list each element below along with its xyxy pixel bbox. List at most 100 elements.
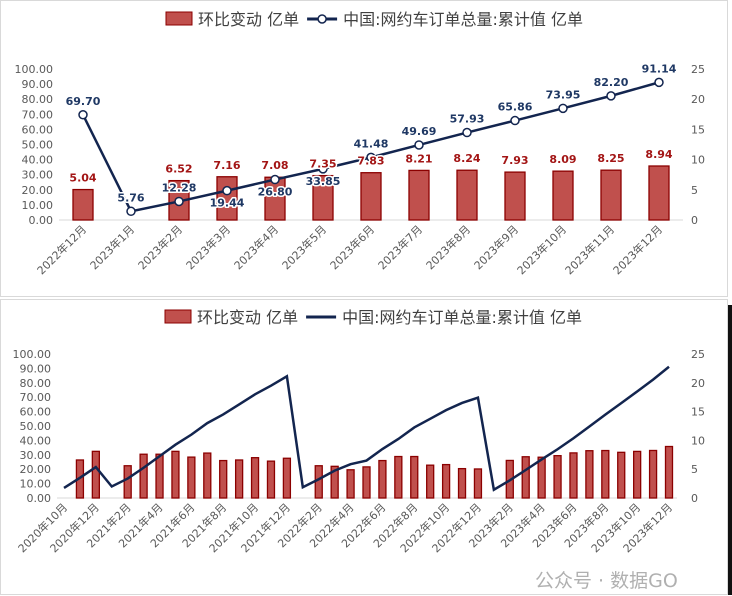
top-chart: 环比变动 亿单 中国:网约车订单总量:累计值 亿单 0.00 10.00 20.00 30… [15, 10, 706, 277]
bar [266, 460, 276, 499]
line-marker [510, 115, 520, 126]
left-axis-tick: 100.00 [15, 63, 54, 76]
bar [187, 456, 196, 499]
bar [72, 188, 94, 221]
bar [473, 468, 483, 499]
bar [426, 464, 435, 499]
line-marker [126, 206, 136, 217]
x-axis-tick: 2023年10月 [514, 222, 569, 277]
bar [648, 449, 658, 499]
bar [330, 465, 339, 499]
bar [633, 450, 642, 499]
line-data-label: 49.69 [402, 125, 437, 138]
bar [203, 452, 212, 499]
line-marker [654, 77, 664, 88]
bar [250, 457, 260, 499]
bar [441, 463, 451, 499]
bar [600, 169, 622, 221]
x-axis-tick: 2023年2月 [135, 222, 185, 272]
left-axis-tick: 30.00 [22, 169, 54, 182]
left-axis-tick: 20.00 [22, 184, 54, 197]
line-series [63, 365, 670, 492]
left-axis-tick: 40.00 [22, 154, 54, 167]
left-axis-tick: 60.00 [22, 123, 54, 136]
line-marker [222, 185, 232, 196]
line-data-label: 19.44 [210, 197, 245, 210]
bar [155, 453, 164, 499]
left-axis-tick: 90.00 [20, 362, 52, 375]
left-axis-tick: 40.00 [20, 434, 52, 447]
line-data-label: 82.20 [594, 76, 629, 89]
bar [282, 457, 292, 499]
line-marker [318, 164, 328, 174]
bar [312, 174, 334, 221]
x-axis-tick: 2023年5月 [279, 222, 329, 272]
bar-data-label: 8.25 [597, 152, 624, 165]
right-axis-tick: 15 [691, 123, 705, 136]
x-axis-tick: 2023年12月 [610, 222, 665, 277]
line-data-label: 69.70 [66, 95, 101, 108]
x-axis-tick: 2023年9月 [471, 222, 521, 272]
legend-bar-label: 环比变动 亿单 [197, 308, 298, 327]
bar-data-label: 8.21 [405, 152, 432, 165]
left-axis-tick: 20.00 [20, 463, 52, 476]
right-axis-tick: 10 [691, 154, 705, 167]
bar [664, 445, 674, 499]
line-marker [366, 152, 376, 163]
right-axis-tick: 25 [691, 63, 705, 76]
bar [408, 169, 430, 221]
x-axis-tick: 2023年7月 [375, 222, 425, 272]
line-data-label: 91.14 [642, 62, 677, 75]
bar [219, 459, 228, 499]
left-axis-tick: 80.00 [22, 93, 54, 106]
line-data-label: 73.95 [546, 88, 581, 101]
line-marker [78, 110, 88, 120]
bottom-chart-panel: 环比变动 亿单 中国:网约车订单总量:累计值 亿单 0.00 10.00 20.00 30… [0, 299, 728, 595]
right-axis-tick: 25 [691, 348, 705, 361]
left-axis-tick: 30.00 [20, 449, 52, 462]
bar [569, 452, 578, 499]
line-marker [174, 196, 184, 207]
bar-data-label: 7.93 [501, 154, 528, 167]
bar [410, 455, 419, 499]
left-axis-tick: 50.00 [20, 420, 52, 433]
legend-line-label: 中国:网约车订单总量:累计值 亿单 [342, 308, 582, 327]
bar [504, 171, 526, 221]
line-marker [462, 127, 472, 138]
left-axis-tick: 10.00 [20, 478, 52, 491]
x-axis-tick: 2023年6月 [327, 222, 377, 272]
line-data-label: 26.80 [258, 186, 293, 199]
bar [91, 450, 100, 499]
bar [171, 450, 180, 499]
legend-bar-label: 环比变动 亿单 [198, 10, 299, 29]
x-axis-tick: 2023年11月 [562, 222, 617, 277]
bar-data-label: 7.16 [213, 159, 240, 172]
left-axis-tick: 60.00 [20, 406, 52, 419]
left-axis-tick: 0.00 [29, 214, 54, 227]
x-axis-tick: 2022年12月 [34, 222, 89, 277]
bar [234, 459, 244, 499]
line-marker [606, 91, 616, 101]
x-axis-tick: 2023年4月 [231, 222, 281, 272]
right-axis-tick: 0 [691, 492, 698, 505]
bar [585, 450, 594, 499]
bar [378, 459, 387, 499]
left-axis-tick: 80.00 [20, 377, 52, 390]
bar-data-label: 7.35 [309, 158, 336, 171]
left-axis-tick: 100.00 [13, 348, 52, 361]
bar [553, 455, 562, 499]
bar-data-label: 7.08 [261, 159, 288, 172]
right-axis-tick: 5 [691, 184, 698, 197]
right-axis-tick: 20 [691, 377, 705, 390]
bar [216, 176, 238, 221]
line-data-label: 57.93 [450, 113, 485, 126]
line-data-label: 41.48 [354, 137, 389, 150]
bar-data-label: 8.09 [549, 153, 576, 166]
line-data-label: 65.86 [498, 101, 533, 114]
line-marker [414, 140, 424, 150]
bar-data-label: 6.52 [165, 163, 192, 176]
line-marker [270, 174, 280, 185]
bar [360, 172, 382, 221]
x-axis-tick: 2023年1月 [87, 222, 137, 272]
